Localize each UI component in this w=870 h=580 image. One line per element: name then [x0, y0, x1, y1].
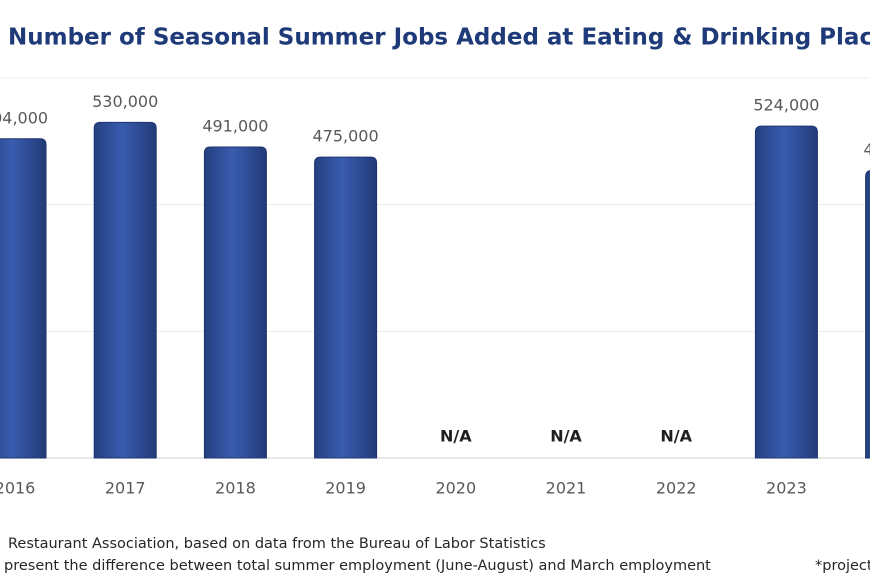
x-tick-label: 2023: [766, 479, 807, 498]
data-label: 530,000: [92, 92, 158, 111]
x-tick-label: 2020: [435, 479, 476, 498]
x-tick-label: 2017: [105, 479, 146, 498]
data-label: 475,000: [313, 127, 379, 146]
x-tick-label: 2019: [325, 479, 366, 498]
data-label: 504,000: [0, 108, 48, 127]
bar: [203, 146, 267, 459]
footnote: Restaurant Association, based on data fr…: [8, 536, 546, 552]
data-label: 524,000: [753, 96, 819, 115]
x-tick-label: 2018: [215, 479, 256, 498]
data-label: 491,000: [202, 117, 268, 136]
x-tick-label: 2016: [0, 479, 35, 498]
data-label: N/A: [440, 427, 472, 446]
data-label: N/A: [660, 427, 692, 446]
bar: [865, 170, 870, 459]
data-label: N/A: [550, 427, 582, 446]
chart-title: Number of Seasonal Summer Jobs Added at …: [8, 25, 870, 51]
x-tick-label: 2022: [656, 479, 697, 498]
footnote: *projected: [815, 558, 870, 574]
bar: [754, 125, 818, 459]
footnote: present the difference between total sum…: [4, 558, 711, 574]
data-label: 454,000: [864, 140, 870, 159]
bar: [0, 138, 47, 459]
bar: [93, 121, 157, 459]
x-tick-label: 2021: [546, 479, 587, 498]
bar: [314, 156, 378, 459]
